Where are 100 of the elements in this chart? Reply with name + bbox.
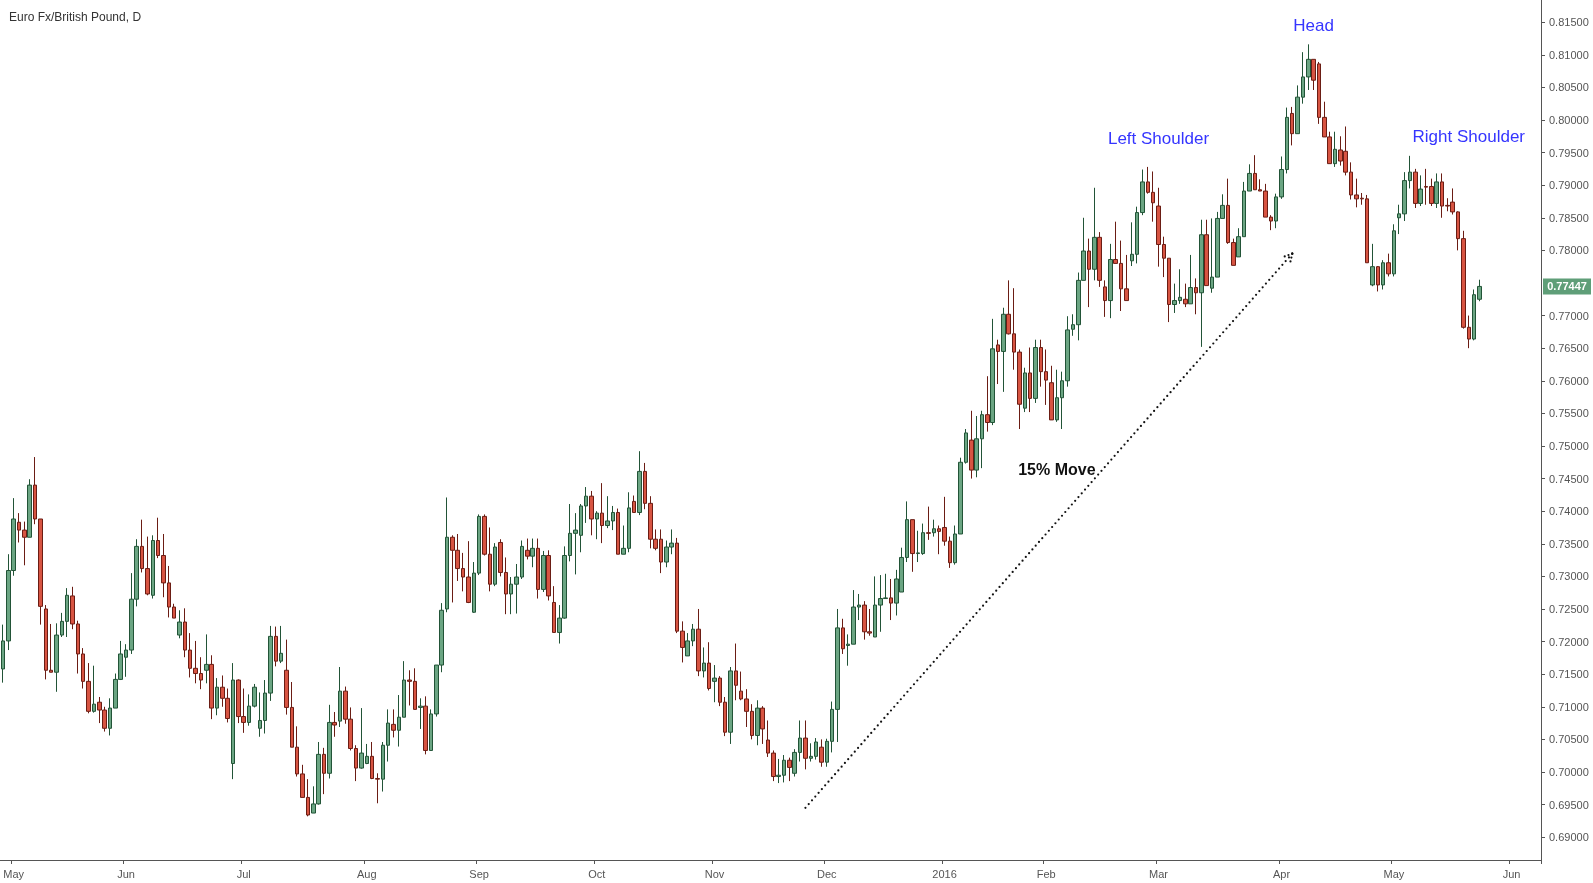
x-tick-label: Mar	[1149, 867, 1169, 880]
candlestick	[177, 609, 182, 639]
y-tick-label: 0.81500	[1549, 16, 1589, 29]
annotation: Head	[1293, 15, 1334, 35]
candlestick	[1194, 277, 1198, 315]
candlestick	[92, 665, 96, 714]
x-tick-label: Jun	[117, 867, 135, 880]
candlestick	[231, 662, 235, 780]
candlestick	[27, 478, 32, 538]
y-tick-label: 0.73000	[1549, 570, 1589, 583]
candlestick	[1333, 131, 1337, 168]
candlestick	[418, 697, 423, 730]
candlestick	[595, 510, 599, 540]
x-tick-label: Nov	[704, 867, 725, 880]
x-tick-label: Jun	[1502, 867, 1521, 880]
candlestick	[151, 534, 155, 600]
annotation: Right Shoulder	[1412, 127, 1526, 147]
y-tick-label: 0.79000	[1549, 179, 1589, 192]
candlestick	[215, 677, 219, 716]
candlestick	[493, 542, 497, 587]
candlestick	[1001, 307, 1006, 393]
y-tick-label: 0.72500	[1549, 602, 1589, 615]
candlestick	[734, 643, 738, 701]
x-tick-label: 2016	[932, 867, 957, 880]
x-tick-label: Aug	[356, 867, 377, 880]
candlestick	[969, 410, 974, 480]
y-tick-label: 0.73500	[1549, 537, 1589, 550]
candlestick	[712, 664, 717, 703]
candlestick	[391, 708, 396, 738]
candlestick	[1049, 365, 1054, 421]
candlestick	[536, 538, 540, 600]
candlestick	[525, 538, 530, 560]
candlestick	[209, 654, 214, 720]
candlestick	[279, 625, 283, 664]
y-tick-label: 0.70000	[1549, 765, 1589, 778]
candlestick	[755, 699, 760, 746]
x-tick-label: Dec	[817, 867, 838, 880]
candlestick	[787, 757, 792, 782]
candlestick	[1188, 254, 1193, 305]
candlestick	[541, 550, 546, 593]
candlestick	[1376, 265, 1380, 292]
candlestick	[803, 719, 808, 770]
candlestick	[1028, 347, 1032, 413]
candlestick	[274, 626, 278, 667]
candlestick	[546, 549, 551, 601]
text: 0.77447	[1547, 280, 1587, 293]
candlestick	[696, 608, 701, 677]
candlestick	[910, 519, 915, 573]
candlestick	[1033, 339, 1038, 404]
candlestick	[932, 519, 936, 538]
candlestick	[1204, 219, 1209, 287]
x-tick-label: May	[3, 867, 25, 880]
y-tick-label: 0.78000	[1549, 244, 1589, 257]
candlestick	[332, 711, 337, 738]
candlestick	[841, 618, 845, 655]
y-tick-label: 0.71500	[1549, 668, 1589, 681]
candlestick	[996, 339, 1000, 385]
x-tick-label: May	[1383, 867, 1405, 880]
candlestick	[707, 641, 711, 691]
candlestick	[1092, 187, 1097, 281]
candlestick	[327, 704, 332, 779]
annotation: Left Shoulder	[1107, 129, 1210, 149]
y-tick-label: 0.74500	[1549, 472, 1589, 485]
y-tick-label: 0.78500	[1549, 211, 1589, 224]
candlestick	[445, 496, 449, 613]
x-tick-label: Oct	[588, 867, 606, 880]
candlestick	[552, 585, 556, 633]
candlestick	[637, 450, 642, 516]
candlestick	[589, 490, 594, 536]
candlestick	[1418, 174, 1423, 207]
candlestick	[889, 578, 893, 621]
candlestick	[1434, 172, 1439, 209]
candlestick	[1370, 243, 1375, 287]
candlestick	[1386, 253, 1391, 277]
candlestick	[819, 738, 824, 768]
candlestick	[1108, 243, 1113, 319]
y-tick-label: 0.80000	[1549, 113, 1589, 126]
candlestick	[1290, 106, 1294, 146]
candlestick	[616, 508, 620, 555]
x-tick-label: Apr	[1272, 867, 1291, 880]
x-tick-label: Jul	[236, 867, 251, 880]
candlestick	[322, 747, 326, 795]
y-tick-label: 0.75000	[1549, 439, 1589, 452]
y-tick-label: 0.76500	[1549, 342, 1589, 355]
candlestick	[1392, 223, 1396, 277]
y-tick-label: 0.80500	[1549, 81, 1589, 94]
y-tick-label: 0.74000	[1549, 505, 1589, 518]
candlestick	[702, 646, 706, 678]
candlestick	[985, 375, 990, 433]
y-tick-label: 0.71000	[1549, 700, 1589, 713]
annotation: 15% Move	[1018, 460, 1096, 478]
candlestick	[530, 538, 535, 568]
y-tick-label: 0.72000	[1549, 635, 1589, 648]
y-tick-label: 0.75500	[1549, 407, 1589, 420]
candlestick	[1103, 279, 1107, 318]
candlestick	[1199, 219, 1204, 348]
y-tick-label: 0.69500	[1549, 798, 1589, 811]
x-tick-label: Sep	[469, 867, 489, 880]
candlestick	[926, 506, 931, 541]
y-tick-label: 0.76000	[1549, 374, 1589, 387]
